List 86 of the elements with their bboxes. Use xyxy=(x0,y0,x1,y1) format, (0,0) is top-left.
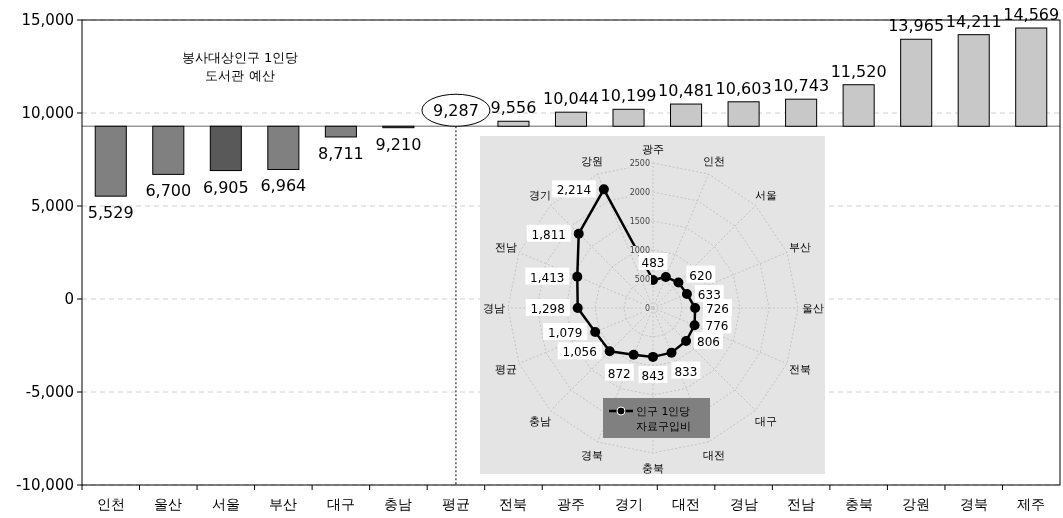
x-tick-label: 전남 xyxy=(787,496,816,512)
spoke-label: 울산 xyxy=(801,302,824,315)
y-tick-label: 0 xyxy=(644,304,650,313)
data-label: 1,811 xyxy=(531,227,566,242)
bar xyxy=(497,120,530,127)
data-label: 2,214 xyxy=(556,183,592,198)
data-label: 10,044 xyxy=(543,89,599,109)
y-tick-label: 500 xyxy=(634,275,650,284)
data-label: 10,743 xyxy=(773,76,830,96)
data-label: 1,413 xyxy=(530,270,565,285)
data-label: 13,965 xyxy=(888,16,945,36)
x-tick-label: 강원 xyxy=(902,496,931,512)
data-label: 9,210 xyxy=(375,134,422,154)
spoke-label: 인천 xyxy=(703,154,726,168)
data-label: 1,298 xyxy=(530,302,565,316)
data-label: 726 xyxy=(706,302,729,316)
x-tick-label: 대전 xyxy=(672,496,701,512)
data-label: 1,079 xyxy=(548,325,583,340)
bar xyxy=(267,125,300,170)
data-label: 9,556 xyxy=(490,98,537,118)
bar xyxy=(612,108,645,127)
data-label: 843 xyxy=(641,368,665,383)
spoke-label: 충북 xyxy=(642,461,664,475)
data-label: 806 xyxy=(697,335,720,350)
data-label: 5,529 xyxy=(87,203,134,223)
x-tick-label: 인천 xyxy=(96,496,125,512)
x-tick-label: 전북 xyxy=(499,496,528,512)
spoke-label: 강원 xyxy=(580,154,603,168)
x-tick-label: 평균 xyxy=(441,496,470,512)
data-label: 6,964 xyxy=(260,176,307,196)
data-label: 1,056 xyxy=(562,345,597,360)
y-tick-label: 1500 xyxy=(629,217,650,226)
x-tick-label: 경남 xyxy=(729,496,758,512)
data-label: 620 xyxy=(689,268,713,283)
y-tick-label: 2000 xyxy=(629,188,650,197)
x-tick-label: 광주 xyxy=(557,496,585,512)
spoke-label: 경기 xyxy=(529,189,552,203)
data-label: 8,711 xyxy=(317,143,364,163)
spoke-label: 전북 xyxy=(789,363,812,377)
legend-label: 인구 1인당 자료구입비 xyxy=(636,405,691,433)
spoke-label: 서울 xyxy=(754,189,777,203)
data-label: 6,905 xyxy=(202,177,249,197)
data-label: 483 xyxy=(641,255,665,270)
data-label: 872 xyxy=(607,366,631,381)
data-label: 11,520 xyxy=(830,61,887,81)
x-tick-label: 울산 xyxy=(154,496,183,512)
text: 봉사대상인구 1인당 도서관 예산 xyxy=(181,50,299,83)
y-tick-label: 10,000 xyxy=(21,104,74,122)
spoke-label: 대전 xyxy=(703,449,726,463)
x-tick-label: 충남 xyxy=(384,496,413,512)
bar xyxy=(209,125,242,172)
data-label: 10,603 xyxy=(715,78,772,98)
spoke-label: 대구 xyxy=(754,414,777,428)
y-tick-label: -5,000 xyxy=(25,383,74,401)
data-label: 6,700 xyxy=(145,181,192,201)
x-tick-label: 경북 xyxy=(959,496,988,512)
y-tick-label: -10,000 xyxy=(16,476,74,494)
y-tick-label: 1000 xyxy=(629,246,650,255)
x-tick-label: 대구 xyxy=(326,496,355,512)
spoke-label: 평균 xyxy=(494,363,517,377)
x-tick-label: 경기 xyxy=(614,496,643,512)
y-tick-label: 2500 xyxy=(629,159,650,168)
bar xyxy=(94,125,127,197)
data-label: 10,199 xyxy=(600,86,657,106)
spoke-label: 전남 xyxy=(494,240,517,254)
x-tick-label: 부산 xyxy=(269,496,298,512)
data-label: 14,569 xyxy=(1003,5,1060,25)
y-tick-label: 5,000 xyxy=(31,197,74,215)
data-label: 776 xyxy=(705,319,729,334)
spoke-label: 광주 xyxy=(642,142,664,156)
data-label: 633 xyxy=(697,287,721,302)
data-label: 10,481 xyxy=(658,81,715,101)
spoke-label: 부산 xyxy=(789,240,812,254)
x-tick-label: 제주 xyxy=(1017,496,1046,512)
bar xyxy=(152,125,185,175)
bar xyxy=(324,125,357,138)
x-tick-label: 서울 xyxy=(211,496,240,512)
spoke-label: 충남 xyxy=(529,414,552,428)
spoke-label: 경북 xyxy=(580,449,603,463)
y-tick-label: 0 xyxy=(64,290,74,308)
data-label: 14,211 xyxy=(945,11,1002,31)
ref-line-label: 9,287 xyxy=(433,101,479,121)
x-tick-label: 충북 xyxy=(844,496,873,512)
data-label: 833 xyxy=(674,364,698,379)
spoke-label: 경남 xyxy=(482,302,505,315)
y-tick-label: 15,000 xyxy=(21,11,74,29)
